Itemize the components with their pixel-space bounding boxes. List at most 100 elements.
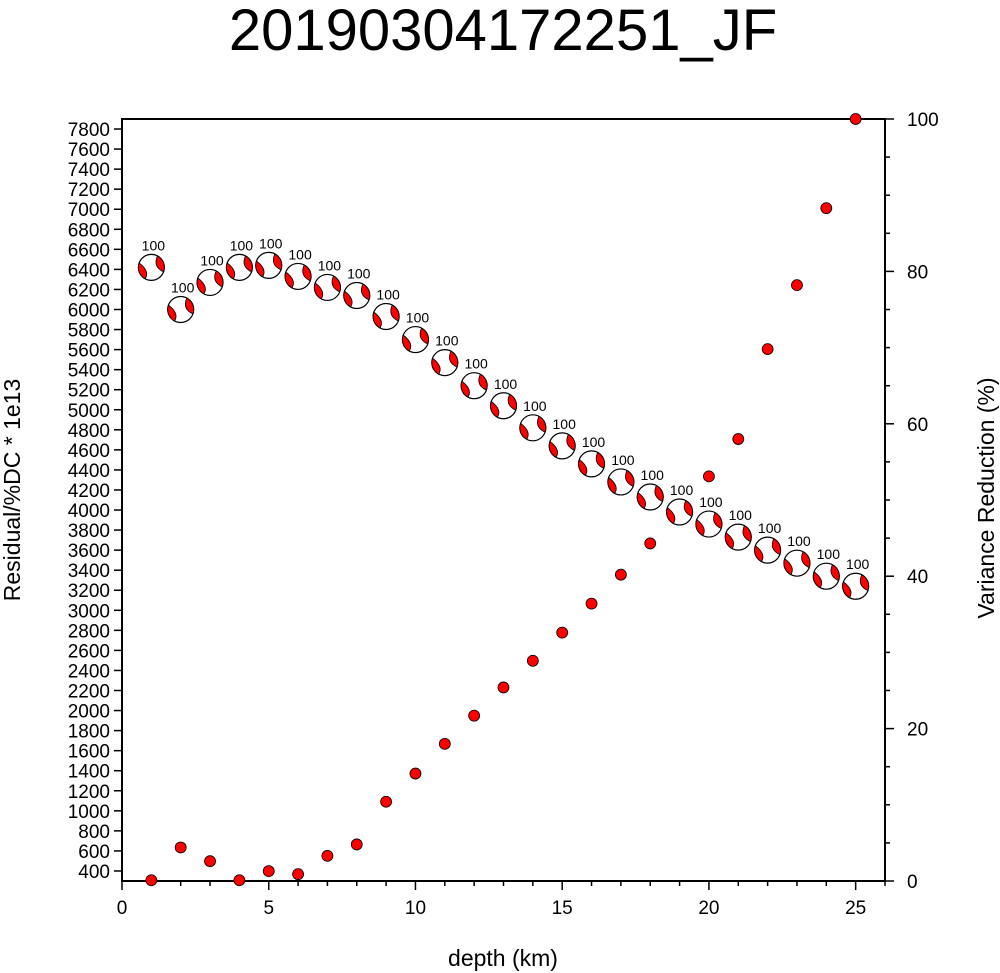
beachball	[460, 372, 488, 400]
beachball-lobe	[566, 433, 576, 451]
variance-reduction-point	[262, 865, 275, 877]
beachball	[577, 450, 606, 478]
y-left-tick-label: 2000	[68, 702, 110, 723]
beachball-lobe	[155, 255, 165, 273]
y-left-tick-label: 5400	[68, 361, 110, 382]
variance-reduction-point	[204, 855, 216, 868]
beachball-label: 100	[641, 467, 665, 483]
beachball	[812, 562, 840, 590]
variance-reduction-series	[145, 113, 862, 887]
beachball-lobe	[683, 499, 693, 518]
y-left-tick-label: 3200	[68, 581, 110, 602]
beachball-lobe	[449, 350, 459, 368]
beachball	[284, 262, 312, 291]
y-left-tick-label: 5000	[68, 401, 110, 422]
beachball	[372, 302, 400, 331]
beachball	[137, 253, 165, 281]
beachball-lobe	[431, 357, 441, 375]
variance-reduction-point	[614, 568, 627, 581]
x-tick-label: 10	[405, 898, 426, 919]
beachball-lobe	[842, 581, 852, 599]
beachball-label: 100	[288, 246, 312, 262]
y-left-tick-label: 7800	[68, 120, 110, 141]
y-axis-left-label: Residual/%DC * 1e13	[0, 379, 25, 601]
variance-reduction-point	[820, 202, 833, 215]
x-tick-label: 5	[263, 898, 274, 919]
y-left-tick-label: 7000	[68, 200, 110, 221]
beachball-lobe	[361, 283, 371, 301]
beachball-lobe	[595, 451, 605, 469]
beachball-lobe	[343, 290, 353, 308]
y-left-tick-label: 1200	[68, 782, 110, 803]
y-right-tick-label: 0	[907, 872, 918, 893]
beachball	[724, 523, 752, 551]
beachball-label: 100	[494, 376, 518, 392]
variance-reduction-point	[145, 874, 158, 887]
variance-reduction-point	[409, 767, 422, 780]
beachball-label: 100	[523, 398, 547, 414]
beachball-label: 100	[347, 265, 371, 281]
variance-reduction-point	[526, 654, 539, 667]
y-left-tick-label: 5800	[68, 321, 110, 342]
y-right-tick-label: 60	[907, 415, 928, 436]
y-left-tick-label: 1000	[68, 802, 110, 823]
beachball-lobe	[331, 275, 341, 293]
y-left-tick-label: 4600	[68, 441, 110, 462]
variance-reduction-point	[174, 841, 187, 854]
beachball-label: 100	[171, 280, 195, 296]
variance-reduction-point	[233, 874, 246, 887]
y-left-tick-label: 2400	[68, 661, 110, 682]
y-left-tick-label: 4200	[68, 481, 110, 502]
y-left-tick-label: 7400	[68, 160, 110, 181]
beachball-lobe	[771, 538, 781, 556]
y-left-tick-label: 4800	[68, 421, 110, 442]
beachball-lobe	[636, 491, 646, 509]
beachball-lobe	[754, 545, 764, 563]
beachball-lobe	[196, 277, 206, 295]
beachball-label: 100	[553, 416, 577, 432]
beachball-lobe	[537, 415, 547, 433]
x-axis-label: depth (km)	[448, 945, 558, 971]
beachball	[842, 572, 870, 600]
beachball-lobe	[625, 469, 635, 487]
beachball-lobe	[314, 282, 324, 300]
y-left-tick-label: 3600	[68, 541, 110, 562]
beachball	[431, 349, 459, 377]
y-left-tick-label: 2800	[68, 621, 110, 642]
plot-frame	[121, 118, 886, 882]
beachball-lobe	[548, 440, 558, 458]
beachball-label: 100	[230, 237, 254, 253]
beachball	[695, 510, 723, 538]
beachball-label: 100	[787, 533, 811, 549]
y-left-tick-label: 400	[78, 862, 110, 883]
variance-reduction-point	[703, 470, 715, 483]
beachball-label: 100	[464, 356, 488, 372]
beachball-lobe	[830, 564, 840, 582]
beachball	[489, 392, 518, 420]
beachball-lobe	[419, 327, 429, 345]
beachball-label: 100	[817, 546, 841, 562]
beachball-label: 100	[435, 333, 459, 349]
y-left-tick-label: 5600	[68, 341, 110, 362]
beachball-lobe	[226, 262, 236, 280]
variance-reduction-point	[350, 838, 363, 851]
x-tick-label: 0	[117, 898, 128, 919]
variance-reduction-point	[732, 433, 745, 445]
variance-reduction-point	[761, 343, 774, 356]
x-axis: 0 5 10 15 20 25	[117, 881, 886, 919]
y-left-tick-label: 3000	[68, 601, 110, 622]
y-right-tick-label: 80	[907, 262, 928, 283]
beachball	[401, 325, 430, 354]
beachball-lobe	[578, 458, 588, 476]
beachball-lobe	[607, 476, 617, 494]
variance-reduction-point	[468, 709, 481, 722]
beachball-label: 100	[670, 482, 694, 498]
variance-reduction-point	[497, 681, 510, 694]
y-left-tick-label: 1400	[68, 762, 110, 783]
beachball	[225, 253, 253, 281]
beachball-lobe	[302, 264, 312, 282]
beachball	[255, 251, 283, 279]
beachball-lobe	[284, 271, 294, 289]
beachball-lobe	[801, 551, 811, 569]
